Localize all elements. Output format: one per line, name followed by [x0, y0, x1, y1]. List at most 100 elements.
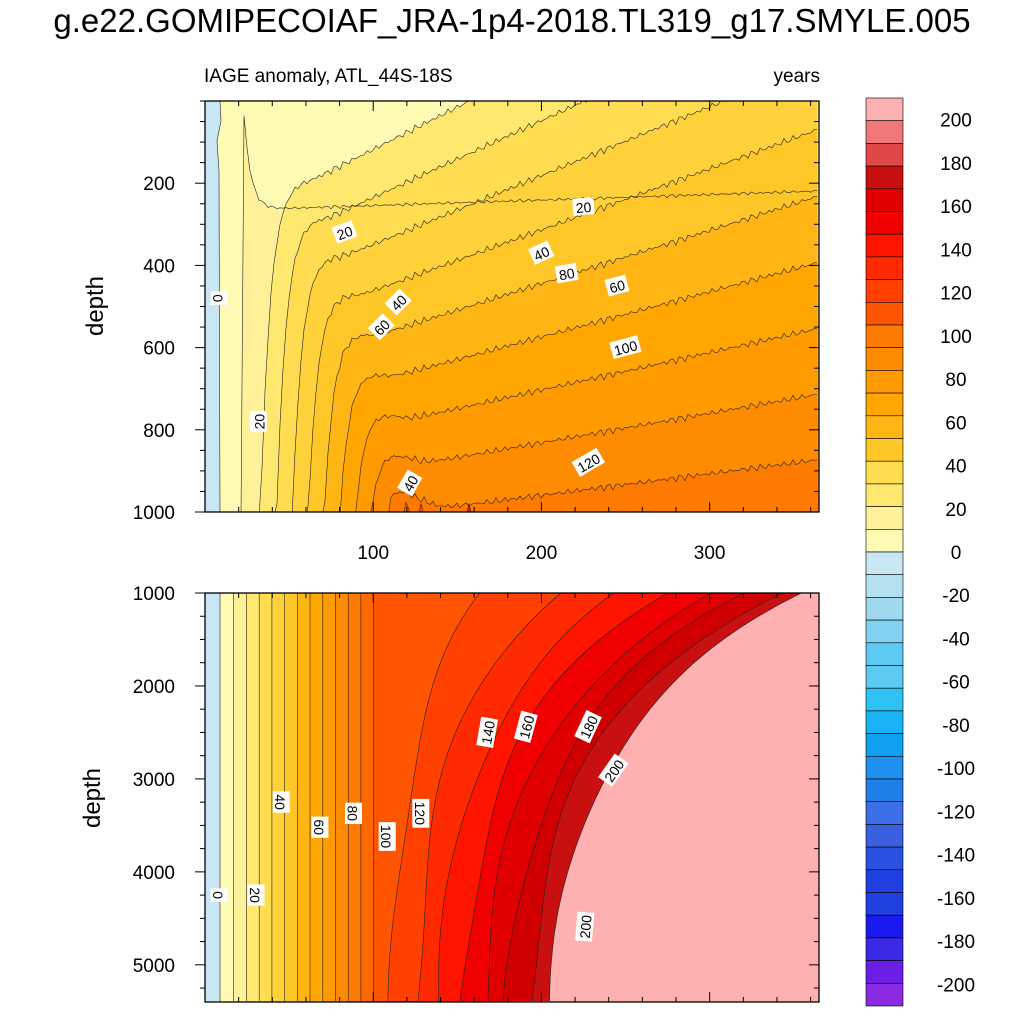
upper-contour-lines	[240, 101, 818, 512]
colorbar-box	[865, 415, 904, 439]
contour-label-background	[311, 816, 329, 838]
contour-label: 200	[574, 911, 595, 942]
contour-label-text: 20	[251, 414, 267, 430]
contour-label-background	[397, 469, 423, 497]
colorbar-box	[865, 301, 904, 326]
contour-label: 80	[554, 262, 579, 283]
contour-label-background	[571, 447, 605, 477]
colorbar-tick-label: -140	[937, 846, 975, 867]
contour-label-text: 40	[531, 243, 552, 264]
upper-contour-line	[274, 101, 588, 512]
lower-negative-region	[205, 593, 221, 1002]
contour-label-background	[272, 791, 290, 813]
colorbar-box	[865, 710, 904, 734]
contour-label: 40	[527, 240, 555, 265]
contour-label: 60	[311, 816, 329, 838]
contour-label-text: 20	[335, 223, 355, 243]
lower-contour-line	[438, 593, 614, 1001]
upper-contour-line	[340, 262, 818, 512]
lower-contour-lines	[233, 593, 802, 1002]
lower-contour-line	[459, 593, 669, 1002]
colorbar-box	[865, 392, 904, 417]
colorbar-tick-label: -180	[937, 932, 975, 953]
colorbar-box	[865, 233, 904, 258]
contour-label-background	[609, 335, 642, 360]
contour-label-text: 80	[558, 265, 576, 283]
colorbar-tick-label: 160	[940, 197, 972, 218]
upper-contour-line	[240, 115, 818, 512]
colorbar-box	[865, 824, 904, 848]
lower-plot-frame	[204, 592, 820, 1003]
colorbar-box	[865, 846, 904, 871]
colorbar-box	[865, 165, 904, 190]
y-tick-label: 200	[143, 174, 175, 195]
contour-label-background	[412, 798, 430, 828]
contour-label: 40	[384, 288, 412, 316]
contour-label: 100	[609, 335, 642, 360]
colorbar-box	[865, 778, 904, 803]
upper-contour-line	[259, 101, 470, 512]
colorbar-box	[865, 687, 904, 712]
contour-label-background	[331, 220, 358, 244]
colorbar-tick-label: -20	[942, 586, 969, 607]
colorbar-box	[865, 483, 904, 507]
contour-label-text: 60	[608, 277, 627, 297]
contour-label-text: 100	[378, 825, 394, 849]
colorbar-box	[865, 574, 904, 598]
upper-y-axis-label: depth	[82, 276, 109, 336]
colorbar-box	[865, 642, 904, 666]
contour-label-text: 140	[478, 719, 498, 745]
upper-contour-line	[322, 196, 817, 512]
contour-label: 40	[397, 469, 423, 497]
contour-label: 0	[210, 888, 228, 902]
colorbar-tick-label: -200	[937, 975, 975, 996]
upper-panel-title: IAGE anomaly, ATL_44S-18S	[204, 66, 453, 87]
colorbar-tick-label: 60	[945, 413, 966, 434]
colorbar-box	[865, 869, 904, 893]
upper-contour-line	[370, 394, 817, 512]
contour-label: 160	[513, 710, 538, 743]
contour-label-background	[249, 411, 267, 433]
colorbar-box	[865, 438, 904, 462]
colorbar-tick-label: 0	[951, 543, 962, 564]
contour-label: 80	[345, 802, 362, 824]
colorbar-box	[865, 279, 904, 303]
colorbar-tick-label: 40	[945, 457, 966, 478]
y-tick-label: 600	[143, 339, 175, 360]
colorbar-tick-label: 100	[940, 327, 972, 348]
contour-label: 0	[210, 291, 228, 306]
lower-y-axis-label: depth	[79, 768, 106, 828]
contour-label-text: 80	[345, 806, 361, 822]
upper-fill-band	[467, 503, 471, 512]
colorbar-box	[865, 551, 904, 576]
lower-contour-fills	[205, 593, 819, 1002]
contour-label-background	[367, 313, 395, 341]
y-tick-label: 2000	[133, 677, 175, 698]
contour-label-background	[574, 911, 595, 942]
upper-contour-line	[307, 129, 817, 512]
contour-label: 20	[572, 197, 595, 216]
colorbar-box	[865, 460, 904, 485]
y-tick-label: 3000	[133, 770, 175, 791]
colorbar-tick-label: -160	[937, 889, 975, 910]
colorbar-box	[865, 506, 904, 530]
contour-label-text: 120	[412, 802, 428, 826]
colorbar-box	[865, 211, 904, 235]
contour-label-text: 20	[575, 199, 592, 216]
colorbar-box	[865, 324, 904, 349]
contour-label: 120	[412, 798, 430, 828]
colorbar-box	[865, 960, 904, 984]
contour-label-text: 100	[612, 337, 639, 359]
colorbar-tick-label: 180	[940, 154, 972, 175]
lower-contour-line	[549, 593, 802, 1002]
contour-label: 60	[367, 313, 395, 341]
contour-label-background	[604, 274, 630, 297]
contour-label-background	[527, 240, 555, 265]
colorbar-tick-label: 20	[945, 500, 966, 521]
colorbar-tick-label: 200	[940, 111, 972, 132]
